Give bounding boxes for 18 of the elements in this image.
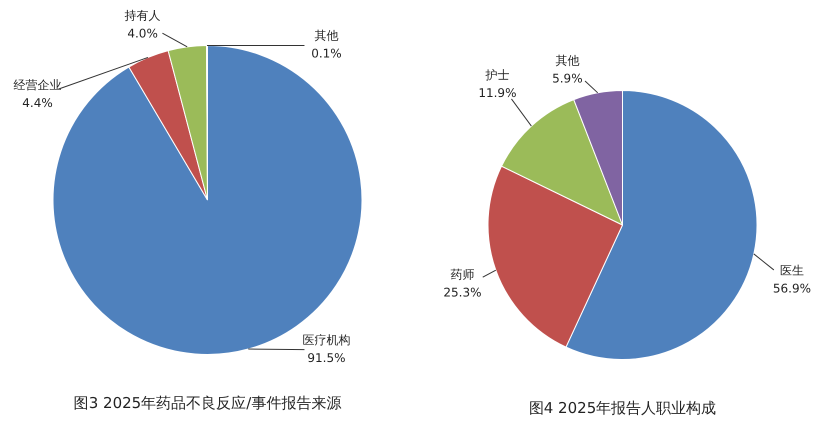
slice-label: 其他 xyxy=(555,53,580,68)
text: 图3 2025年药品不良反应/事件报告来源 xyxy=(74,394,342,412)
data-label: 91.5% xyxy=(307,350,346,365)
data-label: 11.9% xyxy=(478,86,516,100)
slice-label: 经营企业 xyxy=(14,78,62,92)
data-label: 0.1% xyxy=(311,46,342,61)
data-label: 56.9% xyxy=(772,281,812,296)
slice-label: 护士 xyxy=(484,68,510,82)
slice-label: 持有人 xyxy=(124,8,161,23)
text: 图4 2025年报告人职业构成 xyxy=(528,398,716,417)
slice-label: 药师 xyxy=(450,267,474,282)
data-label: 25.3% xyxy=(443,285,482,300)
data-label: 5.9% xyxy=(552,71,583,86)
slice-label: 医疗机构 xyxy=(302,332,350,347)
slice-label: 其他 xyxy=(314,28,338,43)
slice-label: 医生 xyxy=(780,263,804,278)
data-label: 4.0% xyxy=(127,26,158,41)
data-label: 4.4% xyxy=(22,96,53,110)
